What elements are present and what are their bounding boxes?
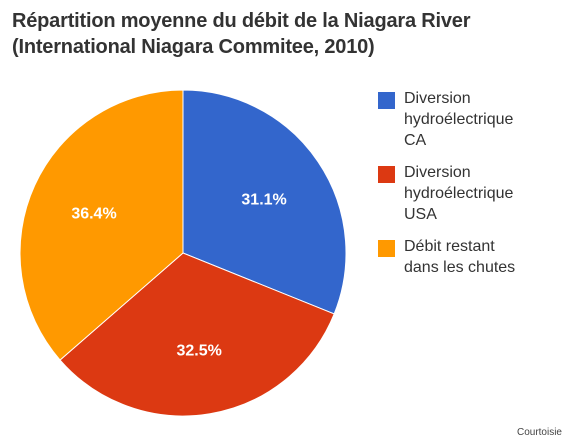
chart-title-line-2: (International Niagara Commitee, 2010) — [12, 36, 375, 58]
legend-label-debit-restant: Débit restant dans les chutes — [404, 238, 516, 276]
chart-title-line-1: Répartition moyenne du débit de la Niaga… — [12, 10, 471, 32]
chart-title: Répartition moyenne du débit de la Niaga… — [12, 8, 562, 60]
pie-slice-debit-restant — [19, 89, 184, 361]
source-note: Courtoisie — [516, 427, 562, 438]
pie-slice-diversion-ca — [182, 89, 347, 315]
legend-label-diversion-usa: Diversion hydroélectrique USA — [404, 164, 514, 223]
legend: Diversion hydroélectrique CA Diversion h… — [378, 88, 563, 289]
pie-slice-diversion-usa — [59, 252, 335, 417]
legend-swatch-diversion-usa — [378, 166, 395, 183]
pie-label-diversion-usa: 32.5% — [177, 342, 222, 359]
legend-item-debit-restant: Débit restant dans les chutes — [378, 236, 563, 278]
legend-label-diversion-ca: Diversion hydroélectrique CA — [404, 90, 514, 149]
pie-label-diversion-ca: 31.1% — [241, 191, 286, 208]
legend-item-diversion-ca: Diversion hydroélectrique CA — [378, 88, 563, 151]
legend-swatch-diversion-ca — [378, 92, 395, 109]
legend-item-diversion-usa: Diversion hydroélectrique USA — [378, 162, 563, 225]
legend-swatch-debit-restant — [378, 240, 395, 257]
pie-label-debit-restant: 36.4% — [71, 206, 116, 223]
